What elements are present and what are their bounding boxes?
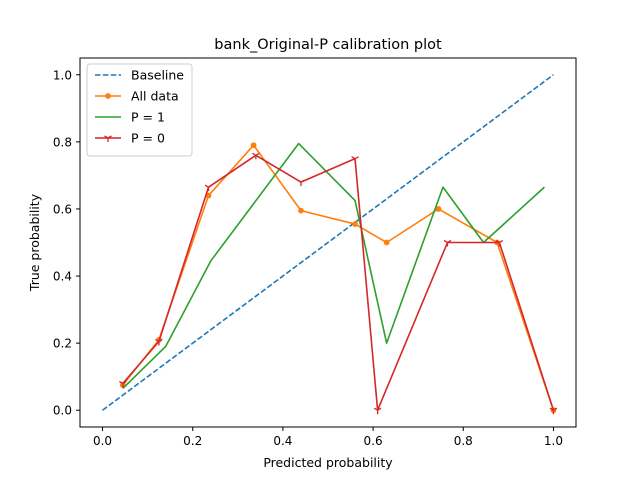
legend-label: All data: [131, 89, 179, 104]
x-tick-label: 0.4: [273, 434, 292, 448]
legend: Baseline All data P = 1 P = 0: [86, 63, 193, 157]
legend-label: P = 1: [131, 110, 165, 125]
x-tick-label: 0.2: [183, 434, 202, 448]
legend-label: P = 0: [131, 131, 165, 146]
chart-title: bank_Original-P calibration plot: [214, 37, 442, 53]
y-axis-label: True probability: [27, 193, 42, 292]
series-p-1: [122, 142, 545, 389]
legend-item-p-1: P = 1: [95, 110, 165, 125]
series-p-0: [119, 152, 558, 415]
legend-item-all-data: All data: [95, 89, 179, 104]
series-line-p-1: [122, 142, 545, 389]
data-point: [119, 380, 127, 388]
data-point: [495, 239, 504, 247]
legend-box: [86, 63, 193, 157]
data-point: [443, 239, 452, 247]
series-line-baseline: [102, 74, 554, 411]
y-tick-label: 0.2: [53, 337, 72, 351]
x-tick-label: 1.0: [544, 434, 563, 448]
y-tick-label: 0.6: [53, 202, 72, 216]
legend-label: Baseline: [131, 68, 184, 83]
y-tick-label: 1.0: [53, 68, 72, 82]
y-tick-label: 0.8: [53, 135, 72, 149]
series-layer: [102, 74, 558, 415]
y-tick-label: 0.0: [53, 404, 72, 418]
series-all-data: [119, 142, 557, 414]
legend-marker: [105, 93, 111, 99]
data-point: [298, 207, 304, 214]
data-point: [435, 206, 442, 212]
data-point: [297, 179, 305, 187]
data-point: [204, 184, 213, 192]
y-axis: 0.0 0.2 0.4 0.6 0.8 1.0: [53, 68, 80, 418]
x-tick-label: 0.6: [364, 434, 383, 448]
data-point: [383, 239, 390, 246]
series-baseline: [102, 74, 554, 411]
legend-marker: [104, 135, 112, 142]
data-point: [549, 407, 558, 415]
legend-item-p-0: P = 0: [95, 131, 165, 146]
x-tick-label: 0.0: [93, 434, 112, 448]
data-point: [155, 338, 163, 346]
data-point: [252, 152, 260, 160]
plot-frame: [79, 57, 577, 428]
data-point: [373, 407, 382, 415]
series-line-all-data: [122, 144, 555, 411]
data-point: [352, 221, 358, 227]
x-tick-label: 0.8: [454, 434, 473, 448]
data-point: [351, 156, 359, 163]
x-axis-label: Predicted probability: [263, 455, 393, 470]
data-point: [250, 142, 257, 149]
x-axis: 0.0 0.2 0.4 0.6 0.8 1.0: [93, 427, 563, 448]
series-line-p-0: [122, 154, 555, 412]
y-tick-label: 0.4: [53, 270, 72, 284]
legend-item-baseline: Baseline: [95, 68, 184, 83]
